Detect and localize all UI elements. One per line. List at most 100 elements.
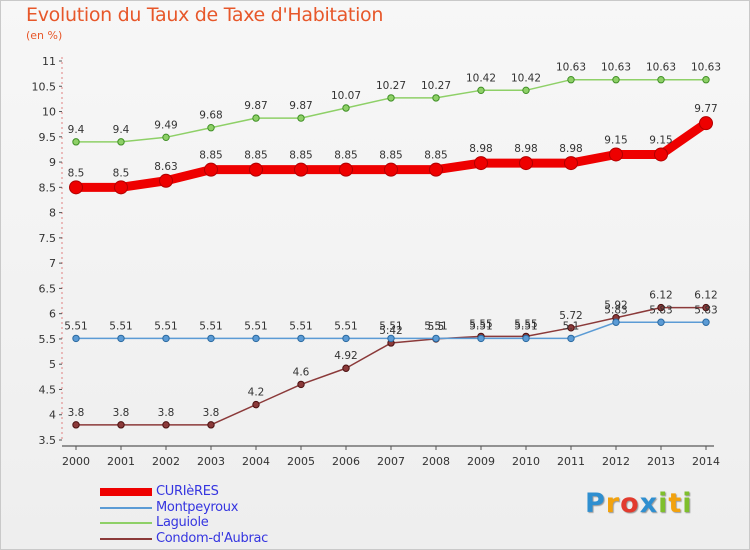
x-tick-label: 2005 [287,455,315,468]
data-point-montpeyroux[interactable] [477,334,485,343]
data-point-montpeyroux[interactable] [387,334,395,343]
data-point-condom-d-aubrac[interactable] [117,421,125,429]
data-point-curieres[interactable] [294,162,308,177]
data-point-condom-d-aubrac[interactable] [657,303,665,312]
legend-swatch-curieres [100,488,152,496]
data-label-montpeyroux: 5.51 [379,320,402,332]
data-point-laguiole[interactable] [342,104,350,112]
data-point-condom-d-aubrac[interactable] [72,421,80,429]
data-point-curieres[interactable] [114,180,128,195]
data-point-laguiole[interactable] [72,138,80,146]
data-label-laguiole: 9.87 [244,100,267,112]
data-point-curieres[interactable] [654,147,668,162]
data-point-condom-d-aubrac[interactable] [162,421,170,429]
data-point-curieres[interactable] [384,162,398,177]
data-label-condom-d-aubrac: 4.6 [293,366,310,378]
data-point-laguiole[interactable] [387,94,395,102]
data-point-curieres[interactable] [474,156,488,171]
data-point-montpeyroux[interactable] [252,334,260,343]
data-label-montpeyroux: 5.83 [649,304,672,316]
logo-letter: o [620,488,640,519]
data-point-montpeyroux[interactable] [522,334,530,343]
data-point-condom-d-aubrac[interactable] [252,400,260,409]
data-point-curieres[interactable] [69,180,83,195]
data-point-montpeyroux[interactable] [432,334,440,343]
data-label-curieres: 8.85 [424,150,447,162]
data-label-curieres: 8.85 [334,150,357,162]
data-label-laguiole: 9.4 [68,124,85,136]
data-point-curieres[interactable] [159,173,173,188]
data-label-curieres: 8.98 [514,143,537,155]
data-label-condom-d-aubrac: 5.55 [514,318,537,330]
data-point-montpeyroux[interactable] [657,318,665,326]
data-label-laguiole: 10.63 [601,62,631,74]
logo-letter: t [668,488,683,519]
y-tick-label: 4.5 [39,383,57,396]
data-point-condom-d-aubrac[interactable] [342,364,350,372]
data-point-laguiole[interactable] [162,133,170,142]
data-point-curieres[interactable] [204,162,218,177]
data-label-laguiole: 10.42 [466,72,496,84]
y-tick-label: 7 [49,257,56,270]
data-point-montpeyroux[interactable] [162,334,170,343]
y-tick-label: 4 [49,409,56,422]
data-point-laguiole[interactable] [117,138,125,146]
data-point-laguiole[interactable] [567,75,575,84]
y-axis-unit: (en %) [26,29,63,42]
data-point-laguiole[interactable] [522,86,530,95]
proxiti-logo: Proxiti [585,488,693,519]
data-point-curieres[interactable] [339,162,353,177]
data-point-curieres[interactable] [609,147,623,162]
data-label-condom-d-aubrac: 3.8 [158,407,175,419]
legend-swatch-montpeyroux [100,506,152,509]
data-label-condom-d-aubrac: 6.12 [694,290,717,302]
data-point-montpeyroux[interactable] [612,318,620,326]
x-tick-label: 2007 [377,455,405,468]
data-point-laguiole[interactable] [432,94,440,102]
data-point-laguiole[interactable] [252,114,260,122]
legend-swatch-condom-d-aubrac [100,537,152,540]
data-point-laguiole[interactable] [297,114,305,122]
data-point-condom-d-aubrac[interactable] [297,380,305,389]
logo-letter: r [605,488,621,519]
data-point-curieres[interactable] [519,156,533,171]
x-tick-label: 2011 [557,455,585,468]
data-label-condom-d-aubrac: 5.92 [604,300,627,312]
data-point-montpeyroux[interactable] [72,334,80,343]
data-point-montpeyroux[interactable] [342,334,350,343]
data-point-curieres[interactable] [249,162,263,177]
data-label-montpeyroux: 5.83 [604,304,627,316]
legend-label-condom-d-aubrac: Condom-d'Aubrac [156,530,268,546]
data-point-curieres[interactable] [699,116,713,131]
data-label-montpeyroux: 5.51 [424,320,447,332]
data-label-condom-d-aubrac: 4.92 [334,350,357,362]
data-point-condom-d-aubrac[interactable] [702,303,710,312]
data-point-montpeyroux[interactable] [702,318,710,326]
data-label-laguiole: 9.49 [154,119,177,131]
data-label-montpeyroux: 5.51 [514,320,537,332]
logo-letter: x [639,488,659,519]
x-tick-label: 2006 [332,455,360,468]
data-point-laguiole[interactable] [657,75,665,84]
data-point-montpeyroux[interactable] [567,334,575,343]
data-label-montpeyroux: 5.51 [199,320,222,332]
data-point-laguiole[interactable] [702,75,710,84]
data-label-laguiole: 9.68 [199,110,222,122]
data-point-laguiole[interactable] [207,124,215,132]
data-point-laguiole[interactable] [477,86,485,95]
data-label-laguiole: 10.42 [511,72,541,84]
data-label-montpeyroux: 5.51 [469,320,492,332]
data-point-laguiole[interactable] [612,75,620,84]
data-label-laguiole: 10.63 [691,62,721,74]
data-label-montpeyroux: 5.51 [289,320,312,332]
legend-swatch-laguiole [100,522,152,524]
data-point-montpeyroux[interactable] [207,334,215,343]
x-tick-label: 2004 [242,455,270,468]
data-point-condom-d-aubrac[interactable] [567,324,575,332]
data-point-montpeyroux[interactable] [117,334,125,343]
data-point-condom-d-aubrac[interactable] [207,421,215,429]
data-point-curieres[interactable] [429,162,443,177]
data-point-montpeyroux[interactable] [297,334,305,343]
data-point-curieres[interactable] [564,156,578,171]
